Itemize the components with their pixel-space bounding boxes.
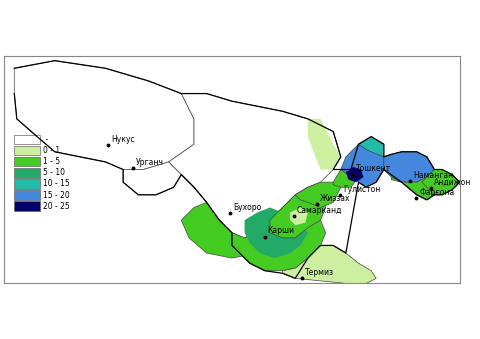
Polygon shape [346,167,363,182]
Polygon shape [14,135,40,144]
Text: Гулистон: Гулистон [343,185,381,194]
Polygon shape [283,245,376,283]
Text: Нукус: Нукус [111,135,134,144]
Text: 5 - 10: 5 - 10 [43,168,65,177]
Polygon shape [295,182,341,207]
Polygon shape [14,179,40,189]
Text: 1 - 5: 1 - 5 [43,157,60,166]
Text: 15 - 20: 15 - 20 [43,191,70,200]
Text: 10 - 15: 10 - 15 [43,179,70,188]
Polygon shape [290,207,308,225]
Polygon shape [341,144,384,187]
Polygon shape [168,94,341,238]
Text: -: - [43,135,48,144]
Polygon shape [359,137,384,157]
Text: 20 - 25: 20 - 25 [43,202,70,211]
Text: 0 - 1: 0 - 1 [43,146,60,155]
Text: Андижон: Андижон [433,177,471,186]
Polygon shape [384,152,434,182]
Polygon shape [14,190,40,200]
Polygon shape [14,168,40,178]
Text: Урганч: Урганч [136,158,164,167]
Polygon shape [232,195,325,271]
Polygon shape [14,61,194,170]
Polygon shape [181,175,257,258]
Text: Бухоро: Бухоро [233,203,261,212]
Text: Термиз: Термиз [305,267,335,277]
Polygon shape [123,162,181,195]
Polygon shape [333,170,359,187]
Polygon shape [14,146,40,155]
Text: Жиззах: Жиззах [320,194,350,203]
Text: Наманган: Наманган [413,171,454,180]
Polygon shape [391,177,447,200]
Polygon shape [14,201,40,211]
Text: Фарғона: Фарғона [419,187,455,197]
Text: Карши: Карши [268,226,295,235]
Polygon shape [308,119,341,170]
Text: Тошкент: Тошкент [356,164,391,173]
Polygon shape [245,207,308,258]
Polygon shape [14,157,40,166]
Polygon shape [270,187,325,238]
Polygon shape [422,170,460,195]
Text: Самарканд: Самарканд [297,206,342,215]
